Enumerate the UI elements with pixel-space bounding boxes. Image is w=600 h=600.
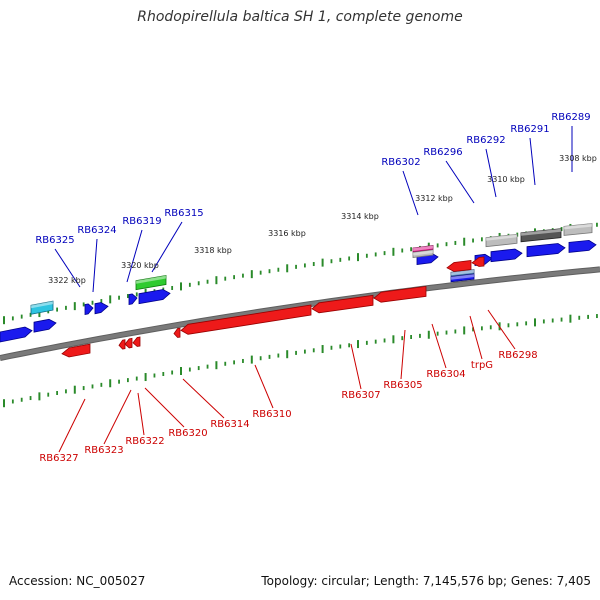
reverse-gene-arrow: [180, 304, 312, 335]
gene-label-rb6296[interactable]: RB6296: [423, 147, 462, 158]
forward-feature-block: [135, 275, 167, 291]
reverse-gene-arrow: [173, 327, 181, 338]
scale-label-3312-kbp: 3312 kbp: [415, 194, 453, 203]
forward-feature-block: [563, 223, 593, 236]
forward-gene-arrow: [526, 243, 566, 258]
gene-label-rb6302[interactable]: RB6302: [381, 157, 420, 168]
scale-label-3308-kbp: 3308 kbp: [559, 154, 597, 163]
reverse-gene-arrow: [373, 285, 427, 303]
accession-text: Accession: NC_005027: [9, 574, 146, 588]
leader-line-trpg: [469, 315, 483, 360]
forward-feature-block: [450, 269, 475, 277]
leader-line-rb6324: [92, 238, 98, 293]
leader-line-rb6325: [54, 248, 81, 288]
gene-label-rb6304[interactable]: RB6304: [426, 369, 465, 380]
gene-label-rb6310[interactable]: RB6310: [252, 409, 291, 420]
forward-gene-arrow: [84, 303, 94, 315]
leader-line-rb6322: [137, 392, 145, 436]
scale-label-3310-kbp: 3310 kbp: [487, 175, 525, 184]
reverse-gene-arrow: [132, 336, 141, 347]
gene-label-rb6307[interactable]: RB6307: [341, 390, 380, 401]
gene-label-rb6325[interactable]: RB6325: [35, 235, 74, 246]
leader-line-rb6304: [431, 323, 447, 369]
leader-line-rb6307: [350, 343, 362, 390]
map-title: Rhodopirellula baltica SH 1, complete ge…: [137, 9, 463, 25]
leader-line-rb6310: [254, 364, 274, 409]
chromosome-backbone: [0, 266, 600, 361]
gene-label-rb6327[interactable]: RB6327: [39, 453, 78, 464]
forward-feature-block: [450, 273, 475, 283]
reverse-gene-arrow: [61, 343, 91, 358]
gene-label-rb6323[interactable]: RB6323: [84, 445, 123, 456]
forward-feature-block: [412, 245, 434, 253]
leader-line-rb6315: [151, 221, 183, 273]
gene-label-rb6289[interactable]: RB6289: [551, 112, 590, 123]
forward-gene-arrow: [0, 326, 33, 343]
gene-label-rb6292[interactable]: RB6292: [466, 135, 505, 146]
reverse-gene-arrow: [311, 294, 374, 314]
gene-label-rb6320[interactable]: RB6320: [168, 428, 207, 439]
forward-gene-arrow: [94, 302, 109, 315]
leader-line-rb6314: [182, 378, 225, 419]
scale-label-3318-kbp: 3318 kbp: [194, 246, 232, 255]
gene-label-rb6305[interactable]: RB6305: [383, 380, 422, 391]
leader-line-rb6291: [529, 137, 536, 186]
leader-line-rb6292: [485, 148, 497, 198]
reverse-gene-arrow: [471, 256, 485, 267]
leader-line-rb6320: [144, 387, 185, 428]
gene-label-rb6322[interactable]: RB6322: [125, 436, 164, 447]
gene-label-rb6324[interactable]: RB6324: [77, 225, 116, 236]
forward-gene-arrow: [33, 318, 57, 333]
forward-gene-arrow: [568, 239, 597, 253]
gene-label-rb6314[interactable]: RB6314: [210, 419, 249, 430]
leader-line-rb6327: [58, 398, 86, 453]
forward-feature-block: [520, 228, 562, 243]
forward-gene-arrow: [138, 289, 171, 305]
forward-feature-block: [485, 233, 518, 248]
leader-line-rb6305: [400, 329, 406, 380]
backbone-line: [0, 267, 600, 360]
forward-gene-arrow: [128, 293, 138, 305]
reverse-gene-arrow: [124, 337, 133, 349]
forward-feature-block: [30, 300, 54, 315]
scale-label-3322-kbp: 3322 kbp: [48, 276, 86, 285]
forward-feature-block: [412, 249, 434, 258]
gene-label-trpg[interactable]: trpG: [471, 360, 493, 371]
gene-label-rb6291[interactable]: RB6291: [510, 124, 549, 135]
leader-line-rb6323: [103, 389, 132, 445]
leader-line-rb6302: [402, 170, 419, 216]
scale-label-3316-kbp: 3316 kbp: [268, 229, 306, 238]
scale-label-3314-kbp: 3314 kbp: [341, 212, 379, 221]
gene-label-rb6315[interactable]: RB6315: [164, 208, 203, 219]
gene-label-rb6319[interactable]: RB6319: [122, 216, 161, 227]
tick-marks: [3, 222, 598, 408]
leader-line-rb6298: [487, 309, 516, 350]
leader-line-rb6296: [445, 160, 475, 204]
reverse-gene-arrow: [446, 260, 472, 272]
reverse-gene-arrow: [118, 339, 126, 350]
scale-label-3320-kbp: 3320 kbp: [121, 261, 159, 270]
leader-line-rb6319: [126, 229, 143, 283]
label-leader-lines: [54, 126, 573, 453]
gene-features: [0, 223, 597, 358]
gene-label-rb6298[interactable]: RB6298: [498, 350, 537, 361]
forward-gene-arrow: [490, 248, 523, 263]
scale-labels: 3322 kbp 3320 kbp 3318 kbp 3316 kbp 3314 kbp…: [48, 154, 597, 285]
topology-text: Topology: circular; Length: 7,145,576 bp…: [261, 574, 591, 588]
